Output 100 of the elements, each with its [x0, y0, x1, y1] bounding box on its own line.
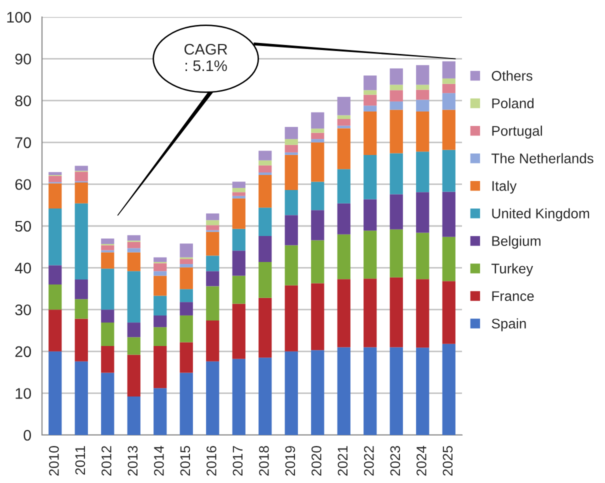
- bar: [258, 298, 272, 358]
- bar: [48, 265, 62, 285]
- bar: [101, 322, 114, 346]
- bar: [442, 344, 456, 435]
- bar: [442, 78, 456, 84]
- x-tick-label: 2020: [312, 446, 322, 476]
- legend-label: France: [492, 291, 534, 302]
- bar: [154, 257, 167, 262]
- bar: [416, 232, 430, 280]
- bar: [180, 289, 193, 302]
- bar: [206, 320, 220, 362]
- bar: [101, 268, 114, 310]
- bar: [416, 192, 430, 233]
- bar: [442, 281, 456, 344]
- bar: [180, 244, 193, 258]
- bar: [48, 172, 62, 176]
- bar: [101, 245, 114, 250]
- bar: [258, 165, 272, 172]
- bar: [206, 232, 220, 256]
- bar: [390, 153, 403, 194]
- x-tick-label: 2014: [154, 446, 164, 476]
- bar: [364, 111, 377, 155]
- bar: [311, 182, 324, 210]
- y-tick-label: 100: [7, 12, 31, 23]
- bar: [127, 396, 140, 435]
- bar: [390, 229, 403, 278]
- bar: [154, 263, 167, 272]
- bar: [206, 286, 220, 320]
- legend-label: Italy: [492, 180, 517, 194]
- legend-label: Others: [492, 70, 532, 81]
- x-tick-label: 2013: [128, 446, 138, 476]
- bar: [390, 68, 403, 85]
- bar: [337, 96, 350, 116]
- x-tick-label: 2018: [259, 446, 269, 476]
- bar: [390, 110, 403, 154]
- y-tick-label: 70: [15, 137, 31, 148]
- bar: [337, 279, 350, 348]
- bar: [390, 347, 403, 435]
- bar: [311, 112, 324, 129]
- bar: [74, 361, 88, 435]
- bar: [337, 169, 350, 204]
- legend-label: United Kingdom: [492, 208, 590, 222]
- x-tick-label: 2016: [206, 446, 216, 476]
- bar: [337, 234, 350, 280]
- bar: [416, 152, 430, 192]
- bar: [180, 315, 193, 342]
- bar: [48, 351, 62, 435]
- bar: [390, 194, 403, 230]
- y-tick-label: 80: [15, 95, 31, 106]
- y-tick-label: 10: [16, 388, 31, 399]
- bar: [232, 196, 246, 198]
- annotation: CAGR : 5.1%: [184, 44, 228, 72]
- bar: [232, 198, 246, 229]
- bar: [48, 208, 62, 266]
- bar: [284, 351, 298, 435]
- bar: [180, 267, 193, 290]
- x-tick-label: 2021: [338, 446, 348, 476]
- y-tick-label: 40: [14, 262, 31, 274]
- bar: [180, 372, 193, 435]
- bar: [258, 160, 272, 166]
- bar: [311, 283, 324, 350]
- bar: [442, 110, 456, 150]
- y-tick-label: 90: [15, 54, 31, 64]
- bar: [127, 271, 140, 323]
- bar: [416, 84, 430, 90]
- bar: [311, 350, 324, 435]
- bar: [337, 118, 350, 126]
- bar: [74, 299, 88, 319]
- bar: [390, 101, 403, 110]
- bar: [284, 215, 298, 246]
- x-tick-label: 2011: [75, 446, 86, 475]
- bar: [390, 277, 403, 348]
- bar: [258, 236, 272, 262]
- bar: [364, 154, 377, 200]
- bar: [232, 250, 246, 276]
- bar: [416, 279, 430, 348]
- bar: [311, 132, 324, 140]
- bar: [127, 337, 140, 355]
- bar: [74, 182, 88, 204]
- bar: [416, 100, 430, 112]
- x-tick-label: 2017: [232, 446, 243, 476]
- bar: [442, 84, 456, 94]
- bar: [337, 126, 350, 128]
- bar: [180, 259, 193, 264]
- bar: [232, 192, 246, 196]
- bar: [232, 188, 246, 192]
- bar: [127, 248, 140, 252]
- bar: [258, 358, 272, 435]
- bar: [364, 199, 377, 231]
- bar: [206, 220, 220, 226]
- y-tick-label: 30: [15, 304, 31, 316]
- legend-label: Turkey: [491, 263, 534, 276]
- x-tick-label: 2025: [442, 446, 453, 476]
- bar: [311, 139, 324, 142]
- bar: [364, 347, 377, 435]
- bar: [337, 203, 350, 234]
- bar: [258, 262, 272, 298]
- bar: [206, 213, 220, 220]
- bar: [48, 310, 62, 352]
- bar: [390, 90, 403, 102]
